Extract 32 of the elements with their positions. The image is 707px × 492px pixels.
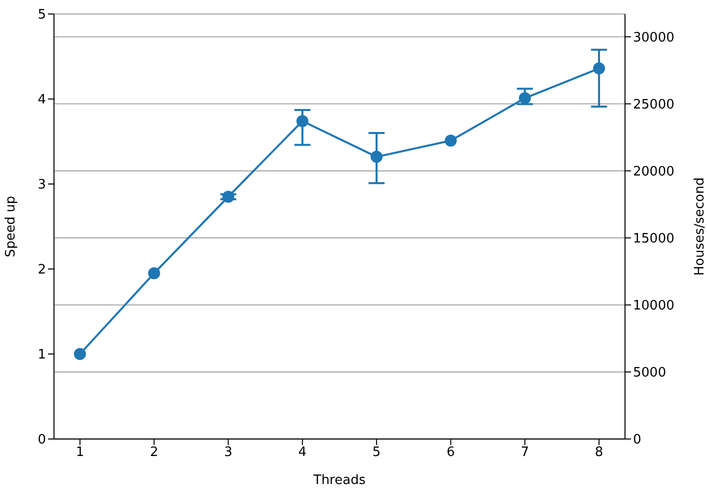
x-tick-label: 6 — [446, 445, 455, 460]
x-tick-label: 2 — [150, 445, 158, 460]
x-tick-label: 4 — [298, 445, 307, 460]
point — [74, 348, 86, 360]
y2-tick-label: 15000 — [633, 232, 674, 247]
point — [593, 62, 606, 74]
y-tick-label: 5 — [38, 8, 46, 23]
x-tick-label: 1 — [76, 445, 84, 460]
x-tick-label: 3 — [224, 445, 232, 460]
y2-tick-label: 20000 — [633, 164, 674, 180]
y-axis-title: Speed up — [4, 196, 19, 258]
point — [148, 267, 160, 280]
x-tick-label: 7 — [520, 445, 530, 460]
y2-tick-label: 25000 — [633, 97, 674, 112]
y-tick-label: 2 — [38, 262, 46, 278]
y-tick-label: 0 — [38, 432, 46, 448]
y2-tick-label: 30000 — [633, 30, 674, 46]
point — [222, 190, 234, 203]
y-tick-label: 1 — [38, 348, 46, 363]
point — [444, 134, 457, 147]
y2-tick-label: 10000 — [633, 298, 674, 314]
x-tick-label: 5 — [372, 445, 381, 460]
x-axis-title: Threads — [312, 473, 366, 488]
y2-tick-label: 0 — [633, 432, 642, 448]
y-tick-label: 4 — [38, 92, 46, 108]
x-tick-label: 8 — [594, 445, 604, 460]
y2-tick-label: 5000 — [633, 366, 666, 381]
point — [296, 115, 308, 128]
y-tick-label: 3 — [38, 178, 46, 193]
point — [370, 150, 383, 163]
y2-axis-title: Houses/second — [692, 177, 707, 276]
point — [518, 92, 531, 104]
